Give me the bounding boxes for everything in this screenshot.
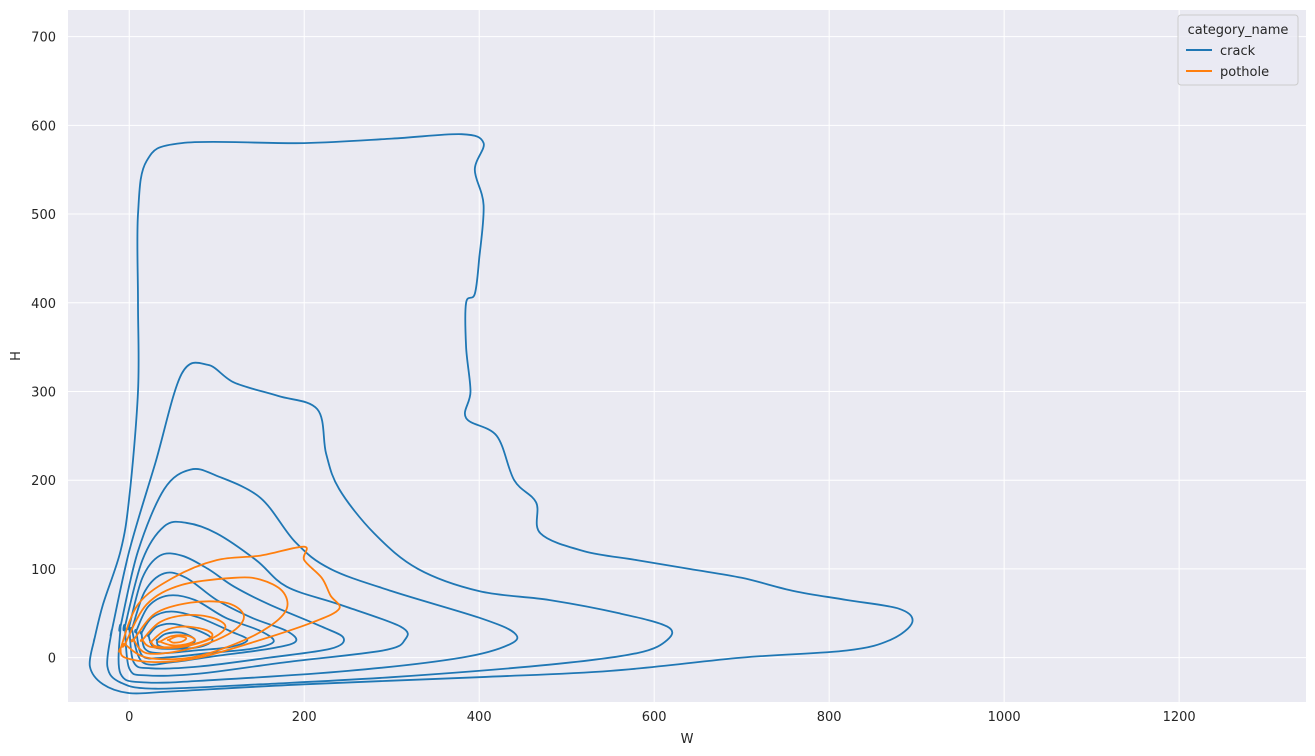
- crack-contour-5: [127, 552, 345, 670]
- crack-contour-1: [88, 133, 914, 695]
- x-tick-label: 200: [292, 710, 317, 725]
- x-tick-label: 1200: [1163, 710, 1196, 725]
- legend-box: [1177, 14, 1299, 86]
- y-tick-label: 100: [31, 563, 56, 578]
- y-tick-label: 0: [48, 652, 56, 667]
- plot-background: [68, 10, 1306, 702]
- x-tick-label: 1000: [988, 710, 1021, 725]
- pothole-contour-2: [121, 576, 289, 661]
- legend-title: category_name: [1188, 23, 1289, 38]
- crack-contour-8: [139, 610, 249, 655]
- pothole-contour-6: [157, 634, 196, 647]
- x-tick-label: 600: [642, 710, 667, 725]
- legend-entry-pothole: pothole: [1220, 65, 1269, 80]
- y-tick-label: 300: [31, 385, 56, 400]
- y-tick-label: 400: [31, 297, 56, 312]
- pothole-contour-3: [130, 600, 245, 655]
- x-tick-label: 400: [467, 710, 492, 725]
- y-tick-label: 600: [31, 119, 56, 134]
- x-tick-label: 0: [125, 710, 133, 725]
- pothole-contour-1: [118, 545, 341, 663]
- crack-contour-4: [122, 520, 409, 677]
- y-tick-label: 700: [31, 31, 56, 46]
- legend: category_name crack pothole: [1177, 14, 1299, 86]
- y-tick-label: 500: [31, 208, 56, 223]
- pothole-contour-5: [149, 625, 214, 649]
- pothole-contour-4: [139, 614, 227, 649]
- legend-entry-crack: crack: [1220, 44, 1256, 59]
- contour-layer: [88, 133, 914, 695]
- tick-labels: 0 200 400 600 800 1000 1200 0 100 200 300 400 500 600…: [31, 31, 1196, 725]
- grid-lines: [68, 10, 1306, 702]
- pothole-contour-7: [166, 635, 188, 644]
- x-axis-label: W: [681, 732, 694, 747]
- crack-contour-3: [117, 468, 519, 684]
- crack-contour-6: [129, 571, 298, 666]
- x-tick-label: 800: [817, 710, 842, 725]
- y-axis-label: H: [9, 351, 24, 361]
- y-tick-label: 200: [31, 474, 56, 489]
- crack-contour-2: [106, 361, 674, 690]
